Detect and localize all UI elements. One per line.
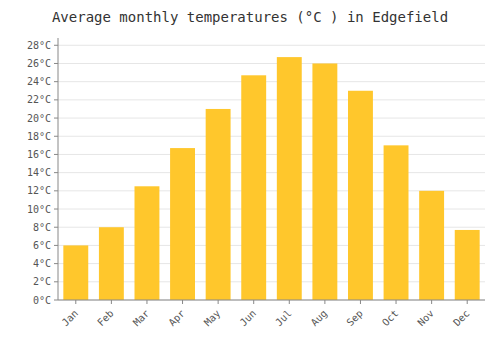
x-tick-label: Aug <box>309 308 330 329</box>
y-tick <box>54 118 58 119</box>
x-tick-label: Feb <box>95 308 116 329</box>
y-tick-label: 24°C <box>27 76 51 87</box>
x-tick <box>253 300 254 304</box>
x-tick-label: May <box>202 308 223 329</box>
bar <box>241 75 266 300</box>
grid <box>58 45 485 300</box>
x-tick-label: Jul <box>273 308 294 329</box>
y-tick-label: 12°C <box>27 185 51 196</box>
x-tick <box>324 300 325 304</box>
bars <box>63 57 479 300</box>
title: Average monthly temperatures (°C ) in Ed… <box>52 9 448 25</box>
y-tick <box>54 63 58 64</box>
x-tick-label: Jun <box>238 308 259 329</box>
grid-line <box>58 136 485 137</box>
x-tick <box>360 300 361 304</box>
x-tick-label: Apr <box>166 308 187 329</box>
grid-line <box>58 172 485 173</box>
x-tick-label: Oct <box>380 308 401 329</box>
grid-line <box>58 154 485 155</box>
y-tick <box>54 209 58 210</box>
x-tick <box>396 300 397 304</box>
x-tick <box>146 300 147 304</box>
bar <box>455 230 480 300</box>
x-axis-line <box>58 300 485 301</box>
bar <box>384 145 409 300</box>
y-tick-label: 2°C <box>33 276 51 287</box>
y-tick-label: 20°C <box>27 113 51 124</box>
chart-container: Average monthly temperatures (°C ) in Ed… <box>0 0 500 350</box>
x-tick <box>467 300 468 304</box>
bar <box>99 227 124 300</box>
x-tick <box>431 300 432 304</box>
x-tick-label: Mar <box>131 308 152 329</box>
y-tick <box>54 172 58 173</box>
y-tick <box>54 227 58 228</box>
y-axis: 0°C 2°C 4°C 6°C 8°C 10°C 12°C 14°C 16°C 18°C 20°C 2… <box>27 38 58 306</box>
y-tick-label: 18°C <box>27 131 51 142</box>
y-tick-label: 22°C <box>27 94 51 105</box>
x-tick <box>75 300 76 304</box>
bar <box>312 63 337 300</box>
y-tick-label: 10°C <box>27 204 51 215</box>
bar <box>135 186 160 300</box>
x-tick <box>182 300 183 304</box>
grid-line <box>58 99 485 100</box>
x-tick <box>289 300 290 304</box>
grid-line <box>58 118 485 119</box>
bar <box>277 57 302 300</box>
x-tick-label: Dec <box>451 308 472 329</box>
y-tick <box>54 45 58 46</box>
bar <box>170 148 195 300</box>
y-tick <box>54 281 58 282</box>
y-tick <box>54 263 58 264</box>
x-tick-label: Nov <box>415 308 436 329</box>
y-tick-label: 14°C <box>27 167 51 178</box>
bar <box>348 91 373 300</box>
bar <box>63 245 88 300</box>
y-tick-label: 26°C <box>27 58 51 69</box>
y-tick <box>54 300 58 301</box>
grid-line <box>58 81 485 82</box>
y-tick <box>54 81 58 82</box>
y-tick <box>54 190 58 191</box>
y-tick-label: 8°C <box>33 222 51 233</box>
x-axis: Jan Feb Mar Apr May Jun Jul Aug Sep Oct Nov Dec <box>58 300 485 328</box>
grid-line <box>58 300 485 301</box>
y-tick-label: 28°C <box>27 40 51 51</box>
grid-line <box>58 45 485 46</box>
y-tick-label: 0°C <box>33 295 51 306</box>
grid-line <box>58 63 485 64</box>
y-axis-line <box>58 38 59 300</box>
bar <box>419 191 444 300</box>
x-tick <box>218 300 219 304</box>
y-tick-label: 16°C <box>27 149 51 160</box>
y-tick <box>54 99 58 100</box>
x-tick-label: Sep <box>344 308 365 329</box>
chart: Average monthly temperatures (°C ) in Ed… <box>0 0 500 350</box>
x-tick-label: Jan <box>60 308 81 329</box>
y-tick <box>54 136 58 137</box>
bar <box>206 109 231 300</box>
y-tick <box>54 154 58 155</box>
y-tick <box>54 245 58 246</box>
x-tick <box>111 300 112 304</box>
y-tick-label: 4°C <box>33 258 51 269</box>
y-tick-label: 6°C <box>33 240 51 251</box>
